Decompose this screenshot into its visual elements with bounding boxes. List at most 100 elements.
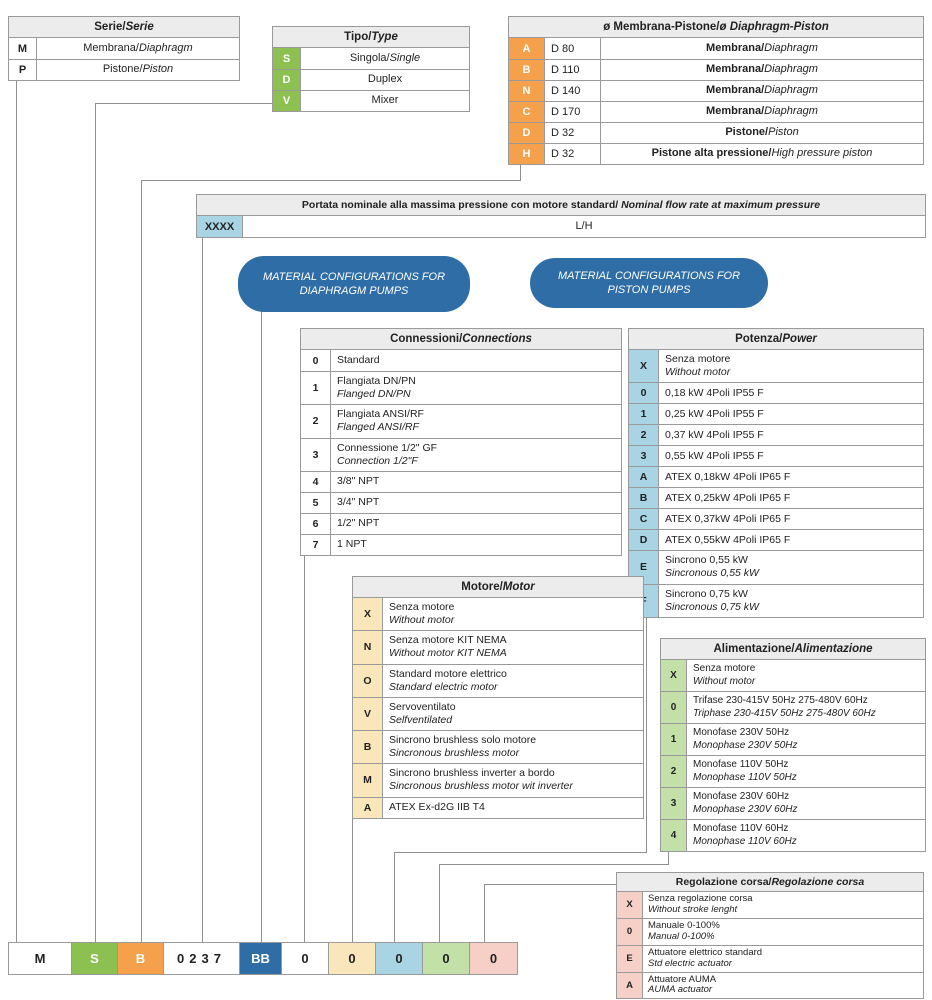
code-cell: D bbox=[273, 70, 301, 90]
table-row: N Senza motore KIT NEMA Without motor KIT… bbox=[353, 630, 643, 664]
label-it: Mixer bbox=[371, 94, 399, 107]
code-cell: 1 bbox=[301, 372, 331, 405]
label-en: Triphase 230-415V 50Hz 275-480V 60Hz bbox=[693, 707, 876, 719]
portata-title-en: Nominal flow rate at maximum pressure bbox=[621, 199, 821, 211]
label-en: Diaphragm bbox=[764, 63, 818, 76]
label-it: 0,18 kW 4Poli IP55 F bbox=[665, 386, 764, 399]
label-it: Senza motore bbox=[389, 601, 455, 613]
code-digit-cell: M bbox=[8, 942, 72, 975]
label-en: Without motor bbox=[665, 366, 731, 379]
desc-cell: 0,55 kW 4Poli IP55 F bbox=[659, 446, 923, 466]
label-it: Sincrono 0,55 kW bbox=[665, 554, 748, 567]
table-row: X Senza regolazione corsa Without stroke … bbox=[617, 892, 923, 918]
motore-title-en: Motor bbox=[502, 581, 535, 593]
desc-cell: Monofase 110V 50Hz Monophase 110V 50Hz bbox=[687, 756, 925, 787]
label-en: Monophase 110V 60Hz bbox=[693, 835, 797, 847]
code-cell: O bbox=[353, 664, 383, 697]
code-cell: X bbox=[617, 892, 643, 918]
desc-cell: 3/4" NPT bbox=[331, 493, 621, 513]
example-code-row: M S B 0237 BB 0 0 0 0 0 bbox=[8, 942, 518, 975]
label-en: Sincronous 0,75 kW bbox=[665, 600, 759, 613]
label-it: Flangiata DN/PN bbox=[337, 375, 416, 387]
table-row: H D 32 Pistone alta pressione/High press… bbox=[509, 143, 923, 164]
potenza-table-header: Potenza/Power bbox=[629, 329, 923, 350]
table-row: 4 Monofase 110V 60Hz Monophase 110V 60Hz bbox=[661, 819, 925, 851]
table-row: 7 1 NPT bbox=[301, 533, 621, 555]
label-it: Duplex bbox=[367, 73, 403, 86]
code-cell: A bbox=[353, 797, 383, 818]
code-cell: X bbox=[353, 598, 383, 631]
membrana-table-header: ø Membrana-Pistone/ø Diaphragm-Piston bbox=[509, 17, 923, 38]
desc-cell: Pistone/ Piston bbox=[37, 60, 239, 80]
potenza-title-it: Potenza/ bbox=[735, 333, 783, 345]
code-cell: N bbox=[353, 631, 383, 664]
motore-title-it: Motore/ bbox=[461, 581, 503, 593]
desc-cell: ATEX 0,37kW 4Poli IP65 F bbox=[659, 509, 923, 529]
table-row: 5 3/4" NPT bbox=[301, 491, 621, 513]
label-it: Manuale 0-100% bbox=[648, 919, 720, 931]
code-cell: M bbox=[353, 764, 383, 797]
desc-cell: Servoventilato Selfventilated bbox=[383, 698, 643, 730]
table-row: D Duplex bbox=[273, 69, 469, 90]
motore-rows: X Senza motore Without motor N Senza moto… bbox=[353, 598, 643, 818]
table-row: 2 Flangiata ANSI/RF Flanged ANSI/RF bbox=[301, 404, 621, 438]
table-row: 4 3/8" NPT bbox=[301, 470, 621, 492]
code-digit-cell: S bbox=[72, 942, 118, 975]
code-cell: D bbox=[509, 123, 545, 143]
code-cell: B bbox=[353, 731, 383, 764]
label-it: Pistone/ bbox=[725, 126, 769, 139]
serie-title-it: Serie/ bbox=[94, 21, 126, 33]
serie-rows: M Membrana/ Diaphragm P Pistone/ Piston bbox=[9, 38, 239, 80]
code-cell: 2 bbox=[629, 425, 659, 446]
size-cell: D 170 bbox=[545, 102, 601, 122]
table-row: 0 Manuale 0-100% Manual 0-100% bbox=[617, 917, 923, 945]
desc-cell: Sincrono brushless solo motore Sincronous… bbox=[383, 731, 643, 763]
table-row: M Sincrono brushless inverter a bordo Sin… bbox=[353, 763, 643, 797]
label-en: Standard electric motor bbox=[389, 680, 498, 693]
label-it: ATEX 0,37kW 4Poli IP65 F bbox=[665, 512, 791, 525]
connessioni-title-en: Connections bbox=[462, 333, 532, 345]
label-en: Connection 1/2"F bbox=[337, 454, 418, 467]
desc-cell: Flangiata DN/PN Flanged DN/PN bbox=[331, 372, 621, 404]
alimentazione-table-header: Alimentazione/Alimentazione bbox=[661, 639, 925, 660]
label-it: 1/2" NPT bbox=[337, 517, 380, 530]
desc-cell: Mixer bbox=[301, 91, 469, 111]
connector-line-material-v bbox=[261, 305, 262, 942]
alimentazione-table: Alimentazione/Alimentazione X Senza moto… bbox=[660, 638, 926, 852]
motore-table: Motore/Motor X Senza motore Without motor… bbox=[352, 576, 644, 819]
connector-line-portata-v bbox=[202, 230, 203, 942]
table-row: A Attuatore AUMA AUMA actuator bbox=[617, 971, 923, 999]
portata-table-header: Portata nominale alla massima pressione … bbox=[197, 195, 925, 216]
connector-line-tipo-v bbox=[95, 103, 96, 942]
alimentazione-title-it: Alimentazione/ bbox=[713, 643, 795, 655]
table-row: M Membrana/ Diaphragm bbox=[9, 38, 239, 59]
table-row: 6 1/2" NPT bbox=[301, 512, 621, 534]
label-it: Connessione 1/2" GF bbox=[337, 441, 438, 454]
size-cell: D 140 bbox=[545, 81, 601, 101]
table-row: C D 170 Membrana/Diaphragm bbox=[509, 101, 923, 122]
code-cell: B bbox=[629, 488, 659, 509]
label-it: Sincrono brushless inverter a bordo bbox=[389, 767, 555, 780]
connector-line-potenza-h bbox=[394, 852, 647, 853]
desc-cell: 1/2" NPT bbox=[331, 514, 621, 534]
table-row: 0 Trifase 230-415V 50Hz 275-480V 60Hz Tri… bbox=[661, 691, 925, 723]
connector-line-membrana-stub bbox=[520, 158, 521, 181]
potenza-title-en: Power bbox=[782, 333, 817, 345]
label-it: Pistone alta pressione/ bbox=[651, 147, 772, 160]
regolazione-table: Regolazione corsa/Regolazione corsa X Se… bbox=[616, 872, 924, 1000]
table-row: X Senza motore Without motor bbox=[629, 350, 923, 383]
diaphragm-material-badge: MATERIAL CONFIGURATIONS FOR DIAPHRAGM PU… bbox=[238, 256, 470, 312]
label-en: Std electric actuator bbox=[648, 957, 732, 969]
code-cell: X bbox=[629, 350, 659, 383]
code-cell: D bbox=[629, 530, 659, 551]
table-row: 3 Connessione 1/2" GF Connection 1/2"F bbox=[301, 437, 621, 471]
desc-cell: Flangiata ANSI/RF Flanged ANSI/RF bbox=[331, 405, 621, 437]
flow-unit-cell: L/H bbox=[243, 216, 925, 237]
label-en: Without stroke lenght bbox=[648, 903, 738, 915]
piston-material-badge: MATERIAL CONFIGURATIONS FOR PISTON PUMPS bbox=[530, 258, 768, 308]
table-row: V Mixer bbox=[273, 90, 469, 111]
desc-cell: ATEX 0,55kW 4Poli IP65 F bbox=[659, 530, 923, 550]
desc-cell: 0,18 kW 4Poli IP55 F bbox=[659, 383, 923, 403]
code-cell: 2 bbox=[301, 405, 331, 438]
